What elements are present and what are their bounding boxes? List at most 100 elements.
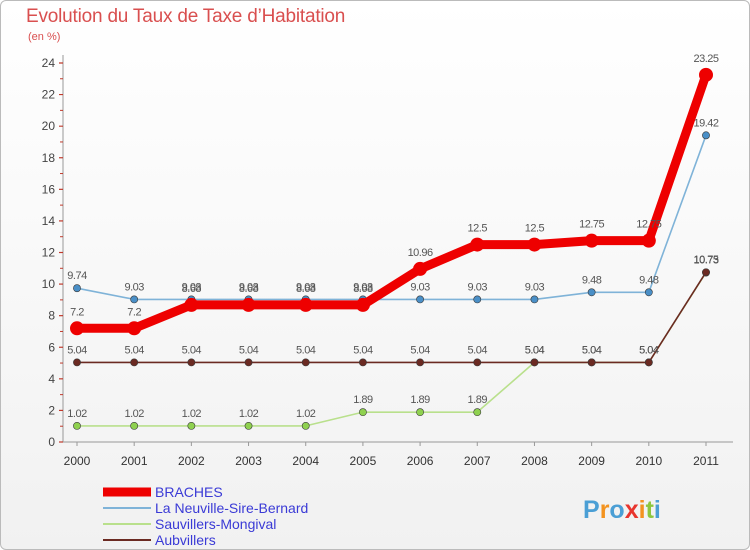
data-label-aubvillers: 5.04	[67, 344, 87, 356]
data-point-braches	[527, 237, 542, 252]
data-label-aubvillers: 5.04	[639, 344, 659, 356]
x-tick-label: 2004	[292, 454, 319, 468]
data-point-braches	[241, 297, 256, 312]
data-label-la-neuville-sire-bernard: 9.03	[410, 281, 430, 293]
data-label-la-neuville-sire-bernard: 9.74	[67, 270, 87, 282]
data-point-aubvillers	[187, 358, 196, 367]
legend-label: La Neuville-Sire-Bernard	[155, 500, 308, 516]
legend-label: Sauvillers-Mongival	[155, 516, 276, 532]
y-tick-label: 14	[42, 214, 56, 228]
chart-subtitle: (en %)	[28, 31, 61, 43]
data-label-braches: 12.5	[525, 223, 545, 235]
data-label-la-neuville-sire-bernard: 9.48	[582, 274, 602, 286]
data-point-la-neuville-sire-bernard	[130, 295, 139, 304]
x-tick-label: 2001	[121, 454, 148, 468]
data-point-aubvillers	[359, 358, 367, 367]
legend-label: Aubvillers	[155, 532, 216, 548]
data-point-sauvillers-mongival	[187, 421, 196, 430]
data-label-la-neuville-sire-bernard: 9.03	[239, 281, 259, 293]
data-point-la-neuville-sire-bernard	[702, 131, 710, 140]
data-point-aubvillers	[702, 268, 710, 277]
data-label-aubvillers: 5.04	[353, 344, 373, 356]
series-la-neuville-sire-bernard: 9.74 9.03 9.03 9.03 9.03 9.03 9.03 9.03 9.03 9.48…	[67, 117, 719, 304]
data-label-sauvillers-mongival: 1.89	[353, 394, 373, 406]
x-tick-label: 2000	[64, 454, 91, 468]
data-point-sauvillers-mongival	[244, 421, 253, 430]
data-point-la-neuville-sire-bernard	[73, 284, 81, 293]
data-label-sauvillers-mongival: 1.02	[296, 408, 316, 420]
data-point-la-neuville-sire-bernard	[416, 295, 424, 304]
data-label-sauvillers-mongival: 1.89	[410, 394, 430, 406]
data-label-braches: 8.68	[239, 283, 259, 295]
x-tick-label: 2007	[464, 454, 491, 468]
data-point-braches	[70, 321, 84, 336]
data-point-aubvillers	[130, 358, 139, 367]
data-point-la-neuville-sire-bernard	[644, 288, 653, 297]
data-point-braches	[699, 67, 713, 82]
x-tick-label: 2006	[407, 454, 434, 468]
data-label-sauvillers-mongival: 1.02	[239, 408, 259, 420]
data-label-la-neuville-sire-bernard: 9.03	[124, 281, 144, 293]
data-label-braches: 8.68	[182, 283, 202, 295]
data-label-sauvillers-mongival: 1.02	[182, 408, 202, 420]
data-point-braches	[298, 297, 313, 312]
data-label-la-neuville-sire-bernard: 9.48	[639, 274, 659, 286]
y-tick-label: 10	[42, 277, 56, 291]
legend-label: BRACHES	[155, 484, 223, 500]
data-point-sauvillers-mongival	[301, 421, 310, 430]
data-label-braches: 8.68	[296, 283, 316, 295]
data-label-aubvillers: 5.04	[239, 344, 259, 356]
y-tick-label: 8	[48, 309, 55, 323]
data-label-braches: 12.5	[468, 223, 488, 235]
data-point-sauvillers-mongival	[73, 421, 81, 430]
data-label-sauvillers-mongival: 10.73	[693, 255, 718, 267]
data-label-la-neuville-sire-bernard: 9.03	[468, 281, 488, 293]
data-label-aubvillers: 5.04	[582, 344, 602, 356]
data-point-aubvillers	[587, 358, 596, 367]
data-point-braches	[127, 321, 142, 336]
y-tick-label: 22	[42, 88, 56, 102]
data-label-braches: 12.75	[636, 219, 661, 231]
data-label-aubvillers: 5.04	[296, 344, 316, 356]
data-point-la-neuville-sire-bernard	[530, 295, 539, 304]
data-label-aubvillers: 10.75	[693, 254, 718, 266]
data-point-sauvillers-mongival	[416, 408, 424, 417]
y-tick-label: 20	[42, 119, 56, 133]
series-line-braches	[72, 70, 711, 333]
x-tick-label: 2002	[178, 454, 205, 468]
data-point-sauvillers-mongival	[359, 408, 367, 417]
data-point-la-neuville-sire-bernard	[473, 295, 482, 304]
data-label-aubvillers: 5.04	[182, 344, 202, 356]
data-label-sauvillers-mongival: 1.02	[124, 408, 144, 420]
data-label-sauvillers-mongival: 5.04	[525, 344, 545, 356]
data-point-braches	[184, 297, 199, 312]
data-point-aubvillers	[73, 358, 81, 367]
series-braches: 7.2 7.2 8.68 8.68 8.68 8.68 10.96 12.5 12.5 12.75…	[70, 53, 719, 336]
series-line-sauvillers-mongival	[76, 271, 707, 427]
data-point-sauvillers-mongival	[473, 408, 482, 417]
x-tick-label: 2009	[578, 454, 605, 468]
x-tick-label: 2011	[693, 454, 719, 468]
data-label-braches: 7.2	[70, 306, 84, 318]
data-label-la-neuville-sire-bernard: 9.03	[296, 281, 316, 293]
data-point-sauvillers-mongival	[130, 421, 139, 430]
x-tick-label: 2003	[235, 454, 262, 468]
data-point-la-neuville-sire-bernard	[587, 288, 596, 297]
series-line-la-neuville-sire-bernard	[76, 134, 707, 301]
data-point-aubvillers	[473, 358, 482, 367]
data-label-la-neuville-sire-bernard: 9.03	[353, 281, 373, 293]
data-label-braches: 23.25	[693, 53, 718, 65]
y-tick-label: 4	[48, 372, 55, 386]
y-tick-label: 16	[42, 182, 56, 196]
axes	[62, 55, 733, 443]
data-point-braches	[584, 233, 599, 248]
x-tick-label: 2005	[350, 454, 377, 468]
data-label-la-neuville-sire-bernard: 19.42	[693, 117, 718, 129]
data-label-la-neuville-sire-bernard: 9.03	[525, 281, 545, 293]
data-label-sauvillers-mongival: 5.04	[582, 344, 602, 356]
data-point-aubvillers	[301, 358, 310, 367]
data-label-sauvillers-mongival: 1.02	[67, 408, 87, 420]
data-point-aubvillers	[416, 358, 424, 367]
data-label-aubvillers: 5.04	[124, 344, 144, 356]
